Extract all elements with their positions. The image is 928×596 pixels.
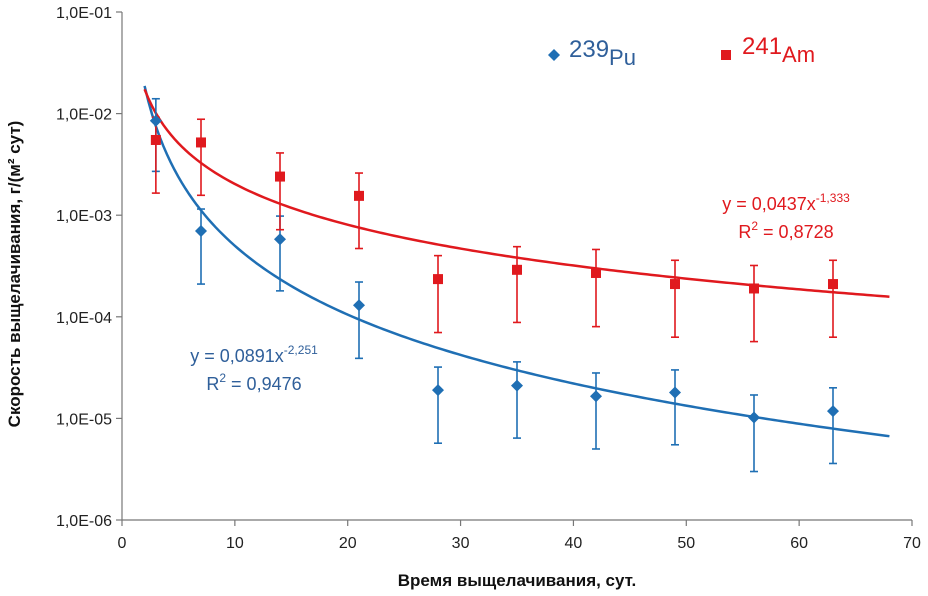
am-error-bar [829, 259, 837, 338]
am-error-bar [151, 116, 160, 194]
legend-label-am: 241Am [742, 33, 815, 67]
pu-error-bar [671, 369, 679, 446]
y-tick-label: 1,0E-01 [56, 5, 112, 22]
legend-pu-element: Pu [609, 45, 636, 70]
y-tick-label: 1,0E-02 [56, 107, 112, 124]
pu-error-bar [829, 387, 837, 465]
am-error-bar [276, 152, 284, 231]
am-equation-prefix: y = 0,0437x [722, 194, 816, 214]
pu-r2-text: R2 = 0,9476 [206, 371, 301, 394]
am-data-point [828, 279, 838, 290]
am-error-bar [513, 245, 521, 324]
x-tick-label: 50 [677, 535, 695, 552]
am-error-bar [592, 248, 600, 328]
x-axis-ticks: 0 10 20 30 40 50 60 70 [118, 520, 921, 552]
am-data-point [670, 279, 680, 290]
am-error-bar [671, 259, 679, 338]
am-data-point [150, 134, 161, 145]
am-data-point [433, 274, 443, 285]
pu-equation-text: y = 0,0891x-2,251 [190, 343, 318, 366]
am-equation: y = 0,0437x-1,333 R2 = 0,8728 [722, 191, 850, 242]
y-tick-label: 1,0E-04 [56, 310, 112, 327]
am-error-bar [750, 264, 758, 343]
legend: 239Pu 241Am [548, 33, 815, 70]
pu-error-bar [355, 281, 363, 360]
pu-error-bar [197, 208, 205, 285]
legend-marker-am [721, 50, 731, 60]
y-tick-label: 1,0E-05 [56, 411, 112, 428]
am-r2-text: R2 = 0,8728 [738, 219, 833, 242]
x-tick-label: 70 [903, 535, 921, 552]
am-data-point [354, 190, 364, 201]
pu-data-point [748, 411, 760, 424]
pu-data-point [511, 379, 523, 392]
pu-data-point [195, 224, 207, 237]
y-tick-label: 1,0E-03 [56, 208, 112, 225]
pu-error-bar [592, 372, 600, 450]
am-data-point [275, 171, 285, 182]
pu-error-bar [434, 366, 442, 445]
pu-equation-prefix: y = 0,0891x [190, 346, 284, 366]
am-r2-prefix: R [738, 222, 751, 242]
am-r2-sup: 2 [751, 219, 758, 233]
legend-pu-mass: 239 [569, 36, 609, 63]
pu-data-point [669, 386, 681, 399]
legend-item-pu: 239Pu [548, 36, 636, 70]
x-tick-label: 40 [565, 535, 583, 552]
legend-am-mass: 241 [742, 33, 782, 60]
pu-r2-value: = 0,9476 [226, 374, 302, 394]
pu-data-point [432, 384, 444, 397]
am-error-bar [434, 254, 442, 334]
pu-data-point [274, 233, 286, 246]
am-data-point [591, 267, 601, 278]
pu-error-bar [513, 361, 521, 439]
data-markers [149, 114, 839, 424]
am-equation-exponent: -1,333 [816, 191, 850, 205]
error-bars [151, 97, 837, 473]
legend-am-element: Am [782, 42, 815, 67]
legend-label-pu: 239Pu [569, 36, 636, 70]
legend-marker-pu [548, 49, 560, 61]
axes: 1,0E-06 1,0E-05 1,0E-04 1,0E-03 1,0E-02 1,0E-… [56, 5, 921, 552]
am-error-bar [197, 118, 205, 197]
am-data-point [512, 264, 522, 275]
y-axis-ticks: 1,0E-06 1,0E-05 1,0E-04 1,0E-03 1,0E-02 1,0E-… [56, 5, 122, 530]
pu-data-point [353, 299, 365, 312]
pu-data-point [149, 114, 162, 127]
pu-data-point [827, 405, 839, 418]
pu-data-point [590, 390, 602, 403]
pu-equation-exponent: -2,251 [284, 343, 318, 357]
y-axis-title: Скорость выщелачивания, г/(м² сут) [5, 121, 24, 428]
pu-r2-sup: 2 [219, 371, 226, 385]
legend-item-am: 241Am [721, 33, 815, 67]
am-equation-text: y = 0,0437x-1,333 [722, 191, 850, 214]
pu-r2-prefix: R [206, 374, 219, 394]
pu-error-bar [750, 394, 758, 473]
pu-equation: y = 0,0891x-2,251 R2 = 0,9476 [190, 343, 318, 394]
x-tick-label: 10 [226, 535, 244, 552]
y-tick-label: 1,0E-06 [56, 513, 112, 530]
x-tick-label: 30 [452, 535, 470, 552]
am-data-point [749, 283, 759, 294]
x-tick-label: 60 [790, 535, 808, 552]
x-tick-label: 0 [118, 535, 127, 552]
am-data-point [196, 137, 206, 148]
x-tick-label: 20 [339, 535, 357, 552]
am-r2-value: = 0,8728 [758, 222, 834, 242]
x-axis-title: Время выщелачивания, сут. [398, 571, 636, 590]
am-error-bar [355, 172, 363, 250]
